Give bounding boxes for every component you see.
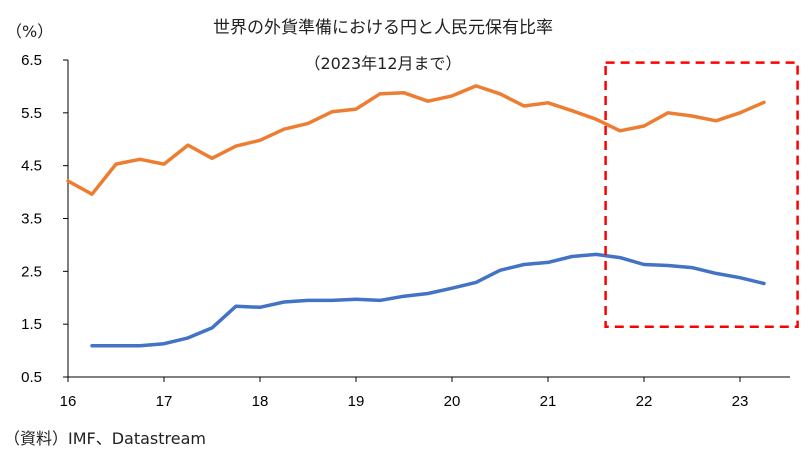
y-tick-label: 1.5 <box>21 316 42 333</box>
series-line-1 <box>66 84 766 196</box>
x-tick-label: 21 <box>540 393 557 410</box>
y-tick-label: 5.5 <box>21 105 42 122</box>
highlight-box <box>604 61 799 329</box>
x-tick-label: 18 <box>252 393 269 410</box>
chart-subtitle: （2023年12月まで） <box>304 54 461 73</box>
y-tick-label: 2.5 <box>21 263 42 280</box>
y-axis-label: （%） <box>6 22 53 41</box>
y-tick-label: 0.5 <box>21 369 42 386</box>
x-tick-label: 16 <box>60 393 77 410</box>
x-tick-label: 23 <box>732 393 749 410</box>
series-line-2 <box>90 252 766 348</box>
x-tick-label: 17 <box>156 393 173 410</box>
x-tick-label: 20 <box>444 393 461 410</box>
y-tick-label: 3.5 <box>21 211 42 228</box>
chart-title: 世界の外貨準備における円と人民元保有比率 <box>213 18 553 38</box>
y-tick-label: 6.5 <box>21 52 42 69</box>
x-tick-label: 19 <box>348 393 365 410</box>
x-tick-label: 22 <box>636 393 653 410</box>
source-note: （資料）IMF、Datastream <box>4 429 206 448</box>
y-tick-label: 4.5 <box>21 158 42 175</box>
